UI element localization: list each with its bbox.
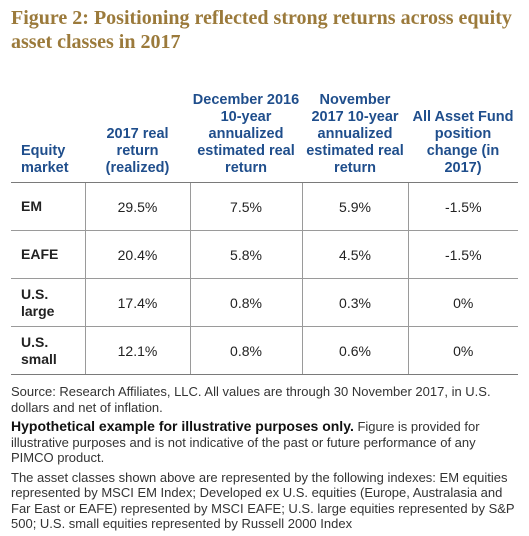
cell-dec2016: 7.5%	[189, 182, 302, 231]
cell-change: -1.5%	[407, 230, 518, 279]
table-row: EAFE 20.4% 5.8% 4.5% -1.5%	[11, 230, 518, 279]
hypothetical-note: Hypothetical example for illustrative pu…	[11, 418, 521, 466]
cell-dec2016: 0.8%	[189, 326, 302, 375]
header-2017-real-return: 2017 real return (realized)	[85, 80, 190, 183]
table-row: U.S. large 17.4% 0.8% 0.3% 0%	[11, 278, 518, 327]
cell-realized: 29.5%	[84, 182, 190, 231]
row-label-us-small: U.S. small	[11, 326, 85, 375]
row-label-eafe: EAFE	[11, 230, 85, 279]
hypothetical-rest: Figure is provided for illustrative purp…	[11, 419, 480, 465]
indexes-note: The asset classes shown above are repres…	[11, 469, 515, 532]
figure-title: Figure 2: Positioning reflected strong r…	[11, 7, 512, 53]
cell-dec2016: 0.8%	[189, 278, 302, 327]
header-dec-2016-estimate: December 2016 10-year annualized estimat…	[190, 80, 302, 183]
table-row: U.S. small 12.1% 0.8% 0.6% 0%	[11, 326, 518, 375]
cell-change: 0%	[407, 278, 518, 327]
cell-change: 0%	[407, 326, 518, 375]
source-note: Source: Research Affiliates, LLC. All va…	[11, 384, 491, 415]
cell-realized: 12.1%	[84, 326, 190, 375]
table-row: EM 29.5% 7.5% 5.9% -1.5%	[11, 182, 518, 231]
table-header-row: Equity market 2017 real return (realized…	[11, 80, 518, 183]
header-nov-2017-estimate: November 2017 10-year annualized estimat…	[302, 80, 408, 183]
hypothetical-bold: Hypothetical example for illustrative pu…	[11, 418, 354, 434]
header-position-change: All Asset Fund position change (in 2017)	[408, 80, 518, 183]
cell-dec2016: 5.8%	[189, 230, 302, 279]
cell-change: -1.5%	[407, 182, 518, 231]
row-label-us-large: U.S. large	[11, 278, 85, 327]
notes: Source: Research Affiliates, LLC. All va…	[11, 384, 521, 536]
cell-nov2017: 5.9%	[301, 182, 408, 231]
header-equity-market: Equity market	[11, 80, 85, 183]
cell-nov2017: 4.5%	[301, 230, 408, 279]
cell-nov2017: 0.6%	[301, 326, 408, 375]
cell-nov2017: 0.3%	[301, 278, 408, 327]
cell-realized: 20.4%	[84, 230, 190, 279]
cell-realized: 17.4%	[84, 278, 190, 327]
returns-table: Equity market 2017 real return (realized…	[11, 80, 518, 375]
row-label-em: EM	[11, 182, 85, 231]
